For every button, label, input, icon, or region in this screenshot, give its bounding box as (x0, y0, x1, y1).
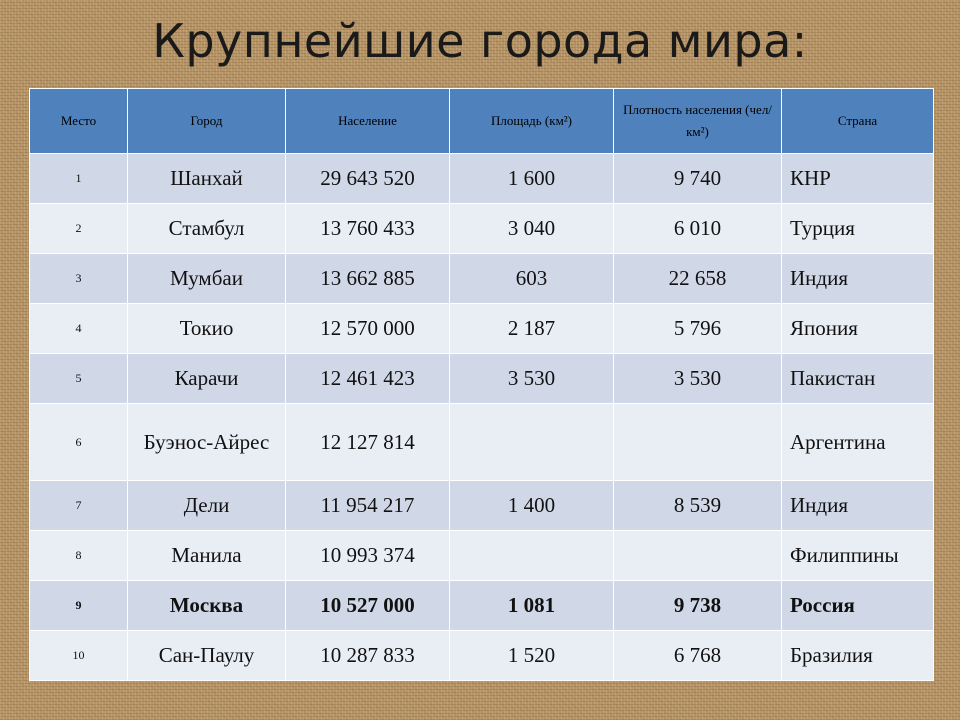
table-row: 1 Шанхай 29 643 520 1 600 9 740 КНР (29, 153, 934, 204)
cell-area (449, 403, 614, 481)
cell-rank: 3 (29, 253, 128, 304)
table-row: 2 Стамбул 13 760 433 3 040 6 010 Турция (29, 203, 934, 254)
cell-area: 2 187 (449, 303, 614, 354)
cell-country: КНР (781, 153, 934, 204)
table-row: 5 Карачи 12 461 423 3 530 3 530 Пакистан (29, 353, 934, 404)
cell-population: 13 760 433 (285, 203, 450, 254)
cell-city: Буэнос-Айрес (127, 403, 286, 481)
cell-rank: 2 (29, 203, 128, 254)
page-title: Крупнейшие города мира: (152, 14, 808, 68)
header-density: Плотность населения (чел/км²) (613, 88, 782, 154)
cell-city: Шанхай (127, 153, 286, 204)
cell-density: 6 010 (613, 203, 782, 254)
cell-density (613, 530, 782, 581)
cell-density (613, 403, 782, 481)
cell-city: Токио (127, 303, 286, 354)
table-row-highlighted: 9 Москва 10 527 000 1 081 9 738 Россия (29, 580, 934, 631)
cell-city: Дели (127, 480, 286, 531)
cell-city: Манила (127, 530, 286, 581)
cell-area: 603 (449, 253, 614, 304)
header-city: Город (127, 88, 286, 154)
table-row: 7 Дели 11 954 217 1 400 8 539 Индия (29, 480, 934, 531)
cell-population: 12 127 814 (285, 403, 450, 481)
table-row: 10 Сан-Паулу 10 287 833 1 520 6 768 Браз… (29, 630, 934, 681)
cell-density: 22 658 (613, 253, 782, 304)
cell-country: Пакистан (781, 353, 934, 404)
cell-area: 1 400 (449, 480, 614, 531)
cell-population: 13 662 885 (285, 253, 450, 304)
cell-rank: 9 (29, 580, 128, 631)
cell-density: 9 740 (613, 153, 782, 204)
cell-population: 12 461 423 (285, 353, 450, 404)
cell-area: 1 081 (449, 580, 614, 631)
cell-city: Карачи (127, 353, 286, 404)
table-header-row: Место Город Население Площадь (км²) Плот… (29, 88, 934, 154)
table-row: 3 Мумбаи 13 662 885 603 22 658 Индия (29, 253, 934, 304)
cell-population: 10 287 833 (285, 630, 450, 681)
cell-country: Аргентина (781, 403, 934, 481)
cell-rank: 10 (29, 630, 128, 681)
cell-area: 3 530 (449, 353, 614, 404)
cell-country: Россия (781, 580, 934, 631)
cell-area (449, 530, 614, 581)
cell-rank: 6 (29, 403, 128, 481)
cell-country: Индия (781, 480, 934, 531)
cell-area: 1 520 (449, 630, 614, 681)
header-country: Страна (781, 88, 934, 154)
table-row: 4 Токио 12 570 000 2 187 5 796 Япония (29, 303, 934, 354)
cell-country: Япония (781, 303, 934, 354)
cell-density: 8 539 (613, 480, 782, 531)
header-area: Площадь (км²) (449, 88, 614, 154)
cell-population: 12 570 000 (285, 303, 450, 354)
cell-density: 5 796 (613, 303, 782, 354)
cell-population: 11 954 217 (285, 480, 450, 531)
cell-city: Мумбаи (127, 253, 286, 304)
cell-rank: 5 (29, 353, 128, 404)
cell-density: 6 768 (613, 630, 782, 681)
cell-rank: 8 (29, 530, 128, 581)
header-rank: Место (29, 88, 128, 154)
header-population: Население (285, 88, 450, 154)
table-row: 6 Буэнос-Айрес 12 127 814 Аргентина (29, 403, 934, 481)
cell-population: 10 527 000 (285, 580, 450, 631)
cell-country: Филиппины (781, 530, 934, 581)
cell-rank: 1 (29, 153, 128, 204)
cell-density: 9 738 (613, 580, 782, 631)
table-row: 8 Манила 10 993 374 Филиппины (29, 530, 934, 581)
cell-city: Москва (127, 580, 286, 631)
cell-rank: 4 (29, 303, 128, 354)
cell-country: Индия (781, 253, 934, 304)
cell-country: Турция (781, 203, 934, 254)
cell-area: 1 600 (449, 153, 614, 204)
cell-density: 3 530 (613, 353, 782, 404)
cell-population: 29 643 520 (285, 153, 450, 204)
cell-rank: 7 (29, 480, 128, 531)
cell-population: 10 993 374 (285, 530, 450, 581)
cell-area: 3 040 (449, 203, 614, 254)
cell-country: Бразилия (781, 630, 934, 681)
cell-city: Стамбул (127, 203, 286, 254)
cities-table: Место Город Население Площадь (км²) Плот… (29, 88, 934, 681)
cell-city: Сан-Паулу (127, 630, 286, 681)
